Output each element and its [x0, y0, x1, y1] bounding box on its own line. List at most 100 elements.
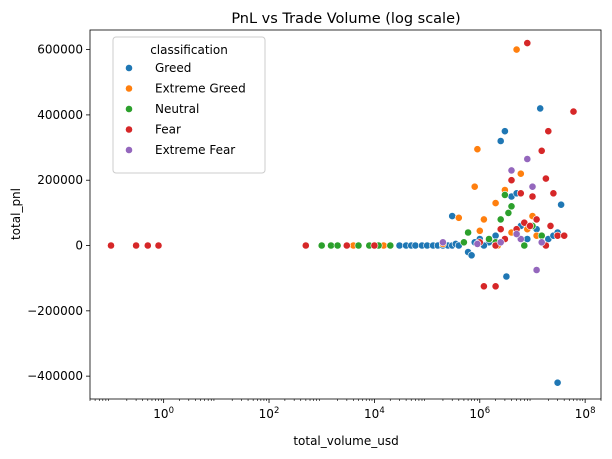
data-point-fear — [370, 241, 379, 250]
data-point-greed — [491, 231, 500, 240]
data-point-fear — [516, 189, 525, 198]
data-point-extreme-fear — [507, 166, 516, 175]
data-point-extreme-greed — [475, 226, 484, 235]
data-point-greed — [553, 378, 562, 387]
y-tick-label: −400000 — [27, 369, 83, 383]
x-tick-label: 106 — [469, 406, 490, 421]
data-point-fear — [553, 231, 562, 240]
data-point-extreme-fear — [473, 239, 482, 248]
data-point-greed — [467, 251, 476, 260]
legend-label: Neutral — [155, 102, 199, 116]
data-point-neutral — [500, 190, 509, 199]
y-tick-label: 400000 — [37, 108, 83, 122]
data-point-neutral — [327, 241, 335, 250]
data-point-extreme-greed — [491, 199, 500, 207]
data-point-fear — [546, 221, 555, 230]
data-point-fear — [523, 39, 532, 47]
data-point-neutral — [354, 241, 363, 250]
data-point-greed — [496, 137, 505, 145]
plot-marks — [107, 39, 578, 387]
plot-frame — [89, 29, 602, 400]
data-point-neutral — [333, 241, 342, 250]
data-point-neutral — [459, 238, 468, 247]
data-point-extreme-greed — [473, 145, 482, 154]
data-point-fear — [107, 241, 115, 250]
y-axis-label: total_pnl — [9, 188, 23, 240]
data-point-greed — [500, 127, 509, 136]
data-point-fear — [507, 176, 516, 185]
y-axis-ticks: 600000 400000 200000 0 −200000 −400000 — [27, 43, 90, 383]
data-point-extreme-fear — [516, 235, 525, 243]
data-point-fear — [544, 127, 553, 136]
data-point-fear — [301, 241, 310, 250]
data-point-fear — [528, 192, 537, 201]
data-point-extreme-fear — [523, 155, 532, 163]
data-point-extreme-fear — [512, 230, 521, 238]
legend-title: classification — [150, 43, 228, 57]
data-point-neutral — [464, 228, 472, 237]
x-axis-label: total_volume_usd — [293, 434, 398, 448]
y-tick-label: 200000 — [37, 173, 83, 187]
data-point-neutral — [507, 202, 516, 211]
data-point-extreme-greed — [470, 182, 479, 191]
data-point-greed — [395, 241, 404, 250]
data-point-fear — [143, 241, 152, 250]
data-point-extreme-greed — [512, 45, 521, 54]
data-point-neutral — [485, 235, 493, 243]
legend-marker-neutral — [125, 105, 133, 113]
data-point-neutral — [496, 215, 505, 224]
x-tick-label: 100 — [153, 406, 174, 421]
data-point-fear — [526, 221, 534, 230]
data-point-fear — [479, 282, 488, 291]
data-point-neutral — [537, 231, 546, 240]
legend-box — [112, 36, 266, 174]
data-point-greed — [502, 272, 511, 281]
data-point-neutral — [386, 241, 395, 250]
legend-label: Extreme Greed — [155, 82, 246, 96]
data-point-greed — [557, 200, 565, 209]
x-tick-label: 108 — [575, 406, 596, 421]
legend-label: Fear — [155, 123, 181, 137]
data-point-extreme-greed — [454, 213, 463, 222]
y-tick-label: −200000 — [27, 304, 83, 318]
data-point-extreme-fear — [438, 238, 447, 247]
data-point-fear — [532, 215, 541, 224]
data-point-fear — [491, 282, 500, 291]
chart-title: PnL vs Trade Volume (log scale) — [231, 11, 460, 27]
data-point-fear — [569, 107, 578, 116]
y-tick-label: 600000 — [37, 43, 83, 57]
legend: classification Greed Extreme Greed Neutral… — [112, 36, 266, 174]
data-point-neutral — [520, 241, 529, 250]
data-point-fear — [154, 241, 163, 250]
data-point-greed — [411, 241, 420, 250]
data-point-extreme-fear — [496, 238, 505, 247]
y-tick-label: 0 — [75, 239, 83, 253]
x-tick-label: 104 — [364, 406, 385, 421]
data-point-extreme-greed — [516, 169, 525, 178]
data-point-neutral — [504, 208, 513, 217]
data-point-extreme-fear — [528, 182, 537, 191]
x-tick-label: 102 — [259, 406, 280, 421]
data-point-fear — [342, 241, 351, 250]
data-point-neutral — [317, 241, 326, 250]
data-point-fear — [496, 225, 505, 234]
legend-marker-greed — [125, 64, 133, 72]
data-point-fear — [132, 241, 140, 250]
data-point-greed — [448, 212, 457, 220]
data-point-extreme-fear — [537, 238, 546, 247]
data-point-extreme-fear — [532, 266, 541, 274]
legend-marker-fear — [125, 125, 133, 134]
data-point-greed — [536, 104, 545, 113]
legend-label: Greed — [155, 61, 191, 75]
x-axis-ticks: 100 102 104 106 108 — [89, 399, 602, 421]
data-point-extreme-greed — [479, 215, 488, 224]
data-point-fear — [542, 174, 550, 183]
legend-marker-extreme-greed — [125, 84, 133, 93]
data-point-greed — [523, 235, 532, 243]
data-point-fear — [549, 189, 558, 198]
data-point-fear — [560, 231, 569, 240]
legend-label: Extreme Fear — [155, 143, 235, 157]
legend-marker-extreme-fear — [125, 146, 133, 154]
data-point-fear — [537, 146, 546, 155]
